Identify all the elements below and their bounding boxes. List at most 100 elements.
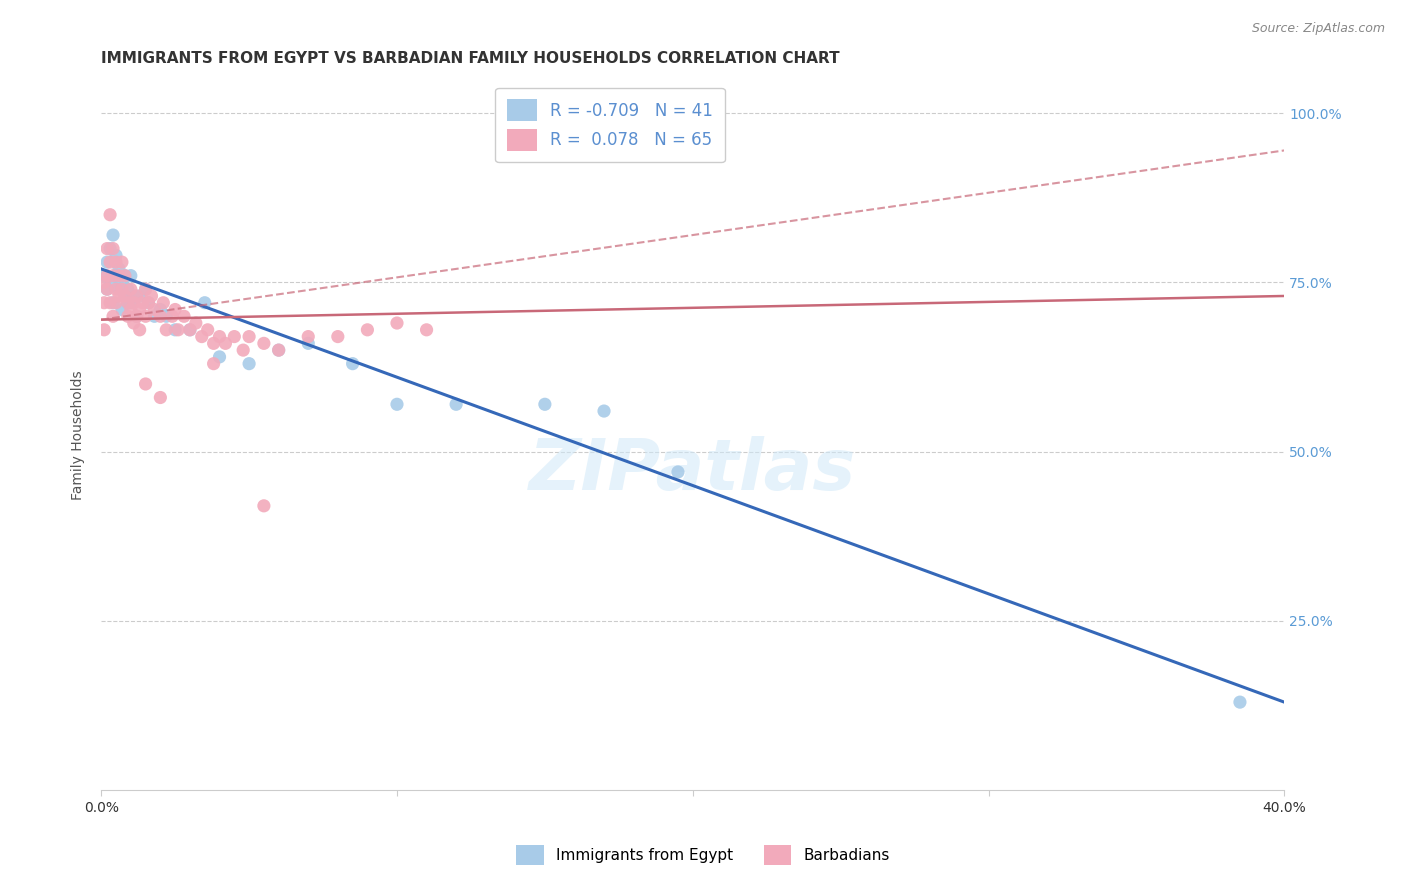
Point — [191, 329, 214, 343]
Point — [297, 336, 319, 351]
Point — [152, 295, 174, 310]
Point — [135, 282, 157, 296]
Point — [105, 295, 128, 310]
Point — [173, 310, 195, 324]
Point — [96, 255, 118, 269]
Point — [101, 242, 124, 256]
Point — [125, 289, 148, 303]
Point — [194, 295, 217, 310]
Point — [108, 268, 131, 283]
Point — [108, 282, 131, 296]
Point — [356, 323, 378, 337]
Point — [122, 295, 145, 310]
Point — [128, 323, 150, 337]
Point — [214, 336, 236, 351]
Point — [267, 343, 290, 358]
Point — [117, 295, 139, 310]
Point — [167, 323, 190, 337]
Point — [135, 376, 157, 391]
Point — [385, 316, 408, 330]
Text: Source: ZipAtlas.com: Source: ZipAtlas.com — [1251, 22, 1385, 36]
Point — [165, 323, 187, 337]
Point — [105, 255, 128, 269]
Point — [93, 276, 115, 290]
Point — [117, 295, 139, 310]
Point — [297, 329, 319, 343]
Point — [120, 295, 142, 310]
Point — [111, 282, 134, 296]
Point — [101, 295, 124, 310]
Point — [96, 268, 118, 283]
Point — [98, 242, 121, 256]
Point — [143, 302, 166, 317]
Point — [98, 276, 121, 290]
Point — [179, 323, 201, 337]
Point — [120, 268, 142, 283]
Point — [117, 310, 139, 324]
Text: IMMIGRANTS FROM EGYPT VS BARBADIAN FAMILY HOUSEHOLDS CORRELATION CHART: IMMIGRANTS FROM EGYPT VS BARBADIAN FAMIL… — [101, 51, 839, 66]
Point — [138, 295, 160, 310]
Point — [122, 316, 145, 330]
Point — [98, 255, 121, 269]
Point — [93, 295, 115, 310]
Point — [202, 357, 225, 371]
Point — [101, 310, 124, 324]
Legend: R = -0.709   N = 41, R =  0.078   N = 65: R = -0.709 N = 41, R = 0.078 N = 65 — [495, 87, 724, 162]
Point — [208, 329, 231, 343]
Point — [155, 310, 177, 324]
Point — [111, 276, 134, 290]
Point — [342, 357, 364, 371]
Y-axis label: Family Households: Family Households — [72, 370, 86, 500]
Point — [128, 289, 150, 303]
Point — [385, 397, 408, 411]
Point — [143, 310, 166, 324]
Point — [238, 357, 260, 371]
Point — [208, 350, 231, 364]
Point — [135, 310, 157, 324]
Point — [232, 343, 254, 358]
Point — [96, 282, 118, 296]
Point — [149, 391, 172, 405]
Point — [96, 242, 118, 256]
Point — [96, 282, 118, 296]
Point — [101, 228, 124, 243]
Point — [593, 404, 616, 418]
Point — [114, 289, 136, 303]
Point — [125, 310, 148, 324]
Point — [108, 261, 131, 276]
Point — [666, 465, 689, 479]
Point — [93, 323, 115, 337]
Point — [98, 208, 121, 222]
Point — [131, 295, 153, 310]
Point — [105, 248, 128, 262]
Point — [253, 499, 276, 513]
Point — [238, 329, 260, 343]
Point — [111, 255, 134, 269]
Point — [93, 268, 115, 283]
Point — [149, 302, 172, 317]
Point — [101, 268, 124, 283]
Point — [224, 329, 246, 343]
Point — [105, 282, 128, 296]
Text: ZIPatlas: ZIPatlas — [529, 436, 856, 505]
Point — [141, 289, 163, 303]
Point — [179, 323, 201, 337]
Point — [135, 282, 157, 296]
Point — [155, 323, 177, 337]
Point — [160, 310, 183, 324]
Point — [138, 295, 160, 310]
Point — [267, 343, 290, 358]
Point — [444, 397, 467, 411]
Point — [415, 323, 437, 337]
Point — [105, 268, 128, 283]
Point — [197, 323, 219, 337]
Point — [534, 397, 557, 411]
Point — [202, 336, 225, 351]
Point — [117, 282, 139, 296]
Point — [165, 302, 187, 317]
Point — [326, 329, 349, 343]
Point — [122, 289, 145, 303]
Point — [111, 302, 134, 317]
Point — [253, 336, 276, 351]
Point — [149, 310, 172, 324]
